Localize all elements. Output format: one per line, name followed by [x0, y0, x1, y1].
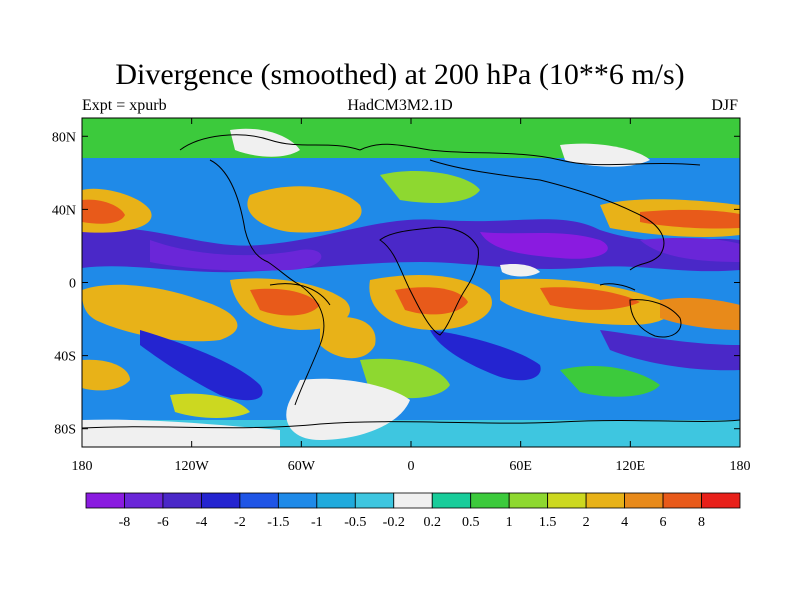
colorbar-label: 2: [583, 515, 590, 530]
colorbar-label: -0.2: [383, 515, 405, 530]
colorbar-label: -8: [119, 515, 131, 530]
colorbar-swatch: [662, 492, 702, 509]
colorbar-swatch: [124, 492, 164, 509]
colorbar-swatch: [162, 492, 202, 509]
latitude-axis: 80N 40N 0 40S 80S: [52, 130, 740, 438]
colorbar-swatch: [547, 492, 587, 509]
colorbar-swatch: [701, 492, 741, 509]
season-label: DJF: [711, 97, 738, 114]
colorbar-label: 6: [660, 515, 667, 530]
colorbar-label: -0.5: [344, 515, 366, 530]
colorbar-label: -1.5: [267, 515, 289, 530]
x-tick-label: 60W: [288, 459, 316, 474]
colorbar-swatch: [470, 492, 510, 509]
colorbar-swatch: [316, 492, 356, 509]
colorbar-label: 1.5: [539, 515, 557, 530]
colorbar-swatch: [508, 492, 549, 509]
colorbar-swatch: [85, 492, 125, 509]
longitude-axis: 180 120W 60W 0 60E 120E 180: [72, 118, 751, 474]
x-tick-label: 180: [730, 459, 751, 474]
x-tick-label: 180: [72, 459, 93, 474]
x-tick-label: 120E: [616, 459, 646, 474]
colorbar-label: 1: [506, 515, 513, 530]
x-tick-label: 0: [408, 459, 415, 474]
x-tick-label: 60E: [509, 459, 532, 474]
colorbar-swatch: [201, 492, 241, 509]
colorbar-label: 0.2: [423, 515, 441, 530]
colorbar: -8 -6 -4 -2 -1.5 -1 -0.5 -0.2 0.2 0.5 1 1.5 2 4 6 8: [85, 492, 741, 530]
colorbar-label: -1: [311, 515, 323, 530]
colorbar-label: -2: [234, 515, 246, 530]
colorbar-swatch: [393, 492, 433, 509]
y-tick-label: 80S: [54, 423, 76, 438]
colorbar-swatch: [277, 492, 318, 509]
colorbar-label: 0.5: [462, 515, 480, 530]
model-label: HadCM3M2.1D: [347, 97, 453, 114]
divergence-field: [82, 118, 740, 447]
y-tick-label: 40N: [52, 203, 76, 218]
colorbar-label: -6: [157, 515, 169, 530]
colorbar-label: 8: [698, 515, 705, 530]
map-title: Divergence (smoothed) at 200 hPa (10**6 …: [115, 58, 685, 91]
y-tick-label: 40S: [54, 350, 76, 365]
colorbar-swatch: [431, 492, 472, 509]
y-tick-label: 80N: [52, 130, 76, 145]
x-tick-label: 120W: [175, 459, 210, 474]
colorbar-swatch: [585, 492, 625, 509]
colorbar-label: -4: [196, 515, 208, 530]
experiment-label: Expt = xpurb: [82, 97, 167, 114]
colorbar-label: 4: [621, 515, 628, 530]
colorbar-swatch: [239, 492, 279, 509]
colorbar-swatch: [624, 492, 664, 509]
colorbar-swatch: [354, 492, 395, 509]
y-tick-label: 0: [69, 277, 76, 292]
